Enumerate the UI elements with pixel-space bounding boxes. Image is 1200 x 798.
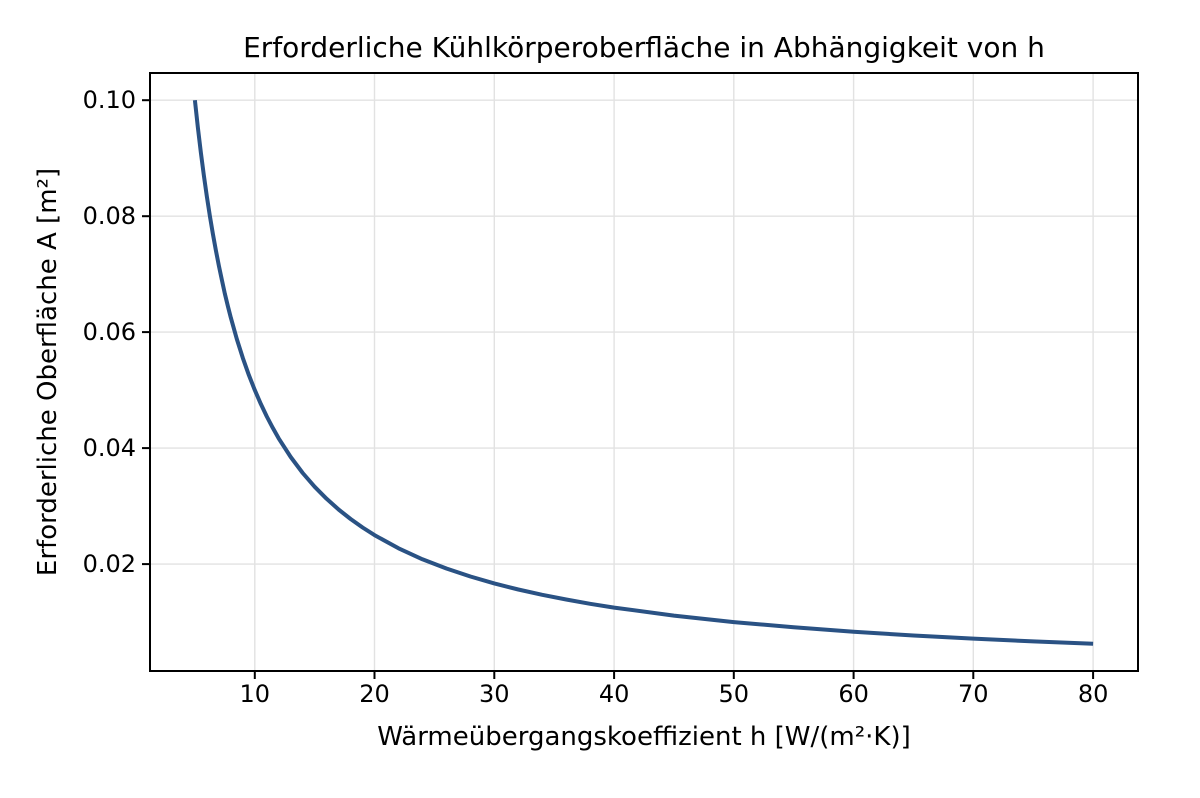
y-tick-label: 0.08 [83, 202, 136, 230]
plot-border [149, 72, 1139, 672]
y-tick-label: 0.02 [83, 550, 136, 578]
y-axis-label: Erforderliche Oberfläche A [m²] [33, 168, 63, 576]
x-tick-label: 40 [599, 680, 630, 708]
x-tick-label: 10 [240, 680, 271, 708]
x-axis-ticks: 10 20 30 40 50 60 70 80 [240, 671, 1109, 708]
y-axis-ticks: 0.02 0.04 0.06 0.08 0.10 [83, 86, 150, 578]
y-tick-label: 0.10 [83, 86, 136, 114]
y-tick-label: 0.04 [83, 434, 136, 462]
x-tick-label: 60 [838, 680, 869, 708]
x-axis-label: Wärmeübergangskoeffizient h [W/(m²·K)] [377, 722, 911, 752]
x-tick-label: 20 [359, 680, 390, 708]
x-tick-label: 30 [479, 680, 510, 708]
y-tick-label: 0.06 [83, 318, 136, 346]
data-series-line [192, 99, 1094, 646]
x-tick-label: 70 [958, 680, 989, 708]
gridlines [150, 73, 1138, 671]
x-tick-label: 80 [1078, 680, 1109, 708]
x-tick-label: 50 [719, 680, 750, 708]
chart-title: Erforderliche Kühlkörperoberfläche in Ab… [243, 31, 1045, 64]
